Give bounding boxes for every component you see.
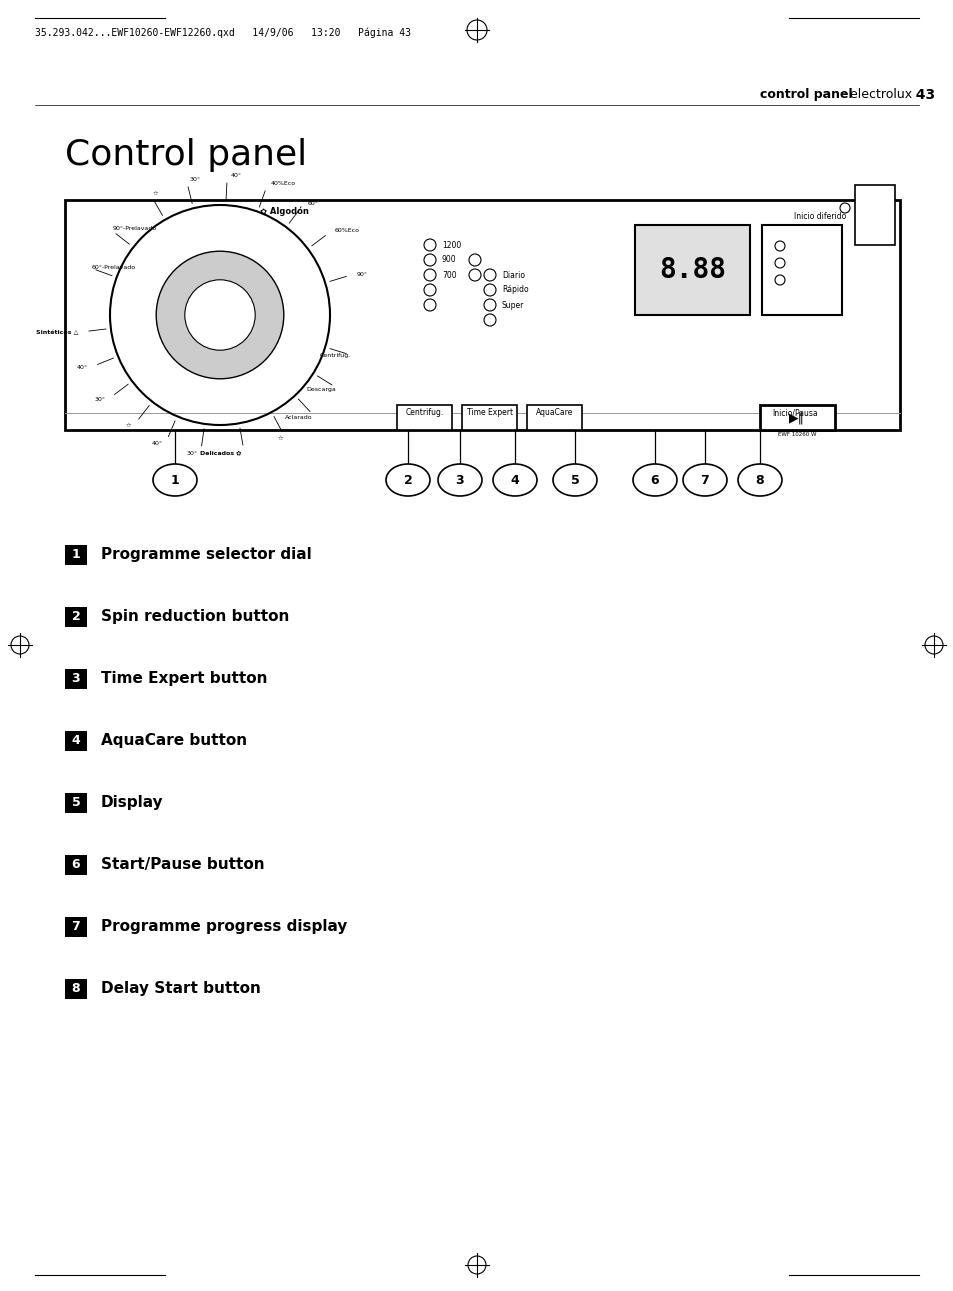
Text: Delicados ✿: Delicados ✿ <box>200 451 241 456</box>
Circle shape <box>185 280 255 350</box>
Text: Control panel: Control panel <box>65 138 307 172</box>
FancyBboxPatch shape <box>65 917 87 937</box>
Text: Super: Super <box>501 301 524 310</box>
Circle shape <box>156 252 283 378</box>
Text: 5: 5 <box>71 797 80 809</box>
Text: ▶‖: ▶‖ <box>788 412 804 425</box>
Text: 7: 7 <box>71 920 80 933</box>
Text: ☆: ☆ <box>125 423 131 427</box>
Text: 40%Eco: 40%Eco <box>271 181 295 186</box>
Text: 8: 8 <box>755 474 763 487</box>
Text: 1: 1 <box>71 549 80 562</box>
FancyBboxPatch shape <box>65 731 87 751</box>
FancyBboxPatch shape <box>65 545 87 565</box>
Text: ☆: ☆ <box>152 191 158 196</box>
FancyBboxPatch shape <box>526 405 581 430</box>
Text: AquaCare button: AquaCare button <box>101 733 247 749</box>
Text: control panel: control panel <box>760 88 852 101</box>
Text: 8.88: 8.88 <box>659 256 725 284</box>
Text: 4: 4 <box>71 735 80 747</box>
Ellipse shape <box>553 463 597 496</box>
Text: Diario: Diario <box>501 271 524 279</box>
Text: Centrifug.: Centrifug. <box>405 408 444 417</box>
Ellipse shape <box>386 463 430 496</box>
Text: AquaCare: AquaCare <box>536 408 573 417</box>
Text: 3: 3 <box>456 474 464 487</box>
Ellipse shape <box>493 463 537 496</box>
Text: Programme selector dial: Programme selector dial <box>101 547 312 563</box>
Text: 7: 7 <box>700 474 709 487</box>
Text: 6: 6 <box>71 859 80 871</box>
FancyBboxPatch shape <box>65 855 87 875</box>
Text: 60°: 60° <box>307 200 317 205</box>
FancyBboxPatch shape <box>635 225 749 315</box>
FancyBboxPatch shape <box>854 185 894 245</box>
Text: electrolux: electrolux <box>845 88 911 101</box>
Text: Spin reduction button: Spin reduction button <box>101 609 289 625</box>
Ellipse shape <box>738 463 781 496</box>
Text: Inicio/Pausa: Inicio/Pausa <box>771 408 817 417</box>
Text: 900: 900 <box>441 256 456 265</box>
Ellipse shape <box>437 463 481 496</box>
Text: Start/Pause button: Start/Pause button <box>101 857 264 873</box>
Text: Time Expert button: Time Expert button <box>101 671 267 687</box>
Text: Sintéticos △: Sintéticos △ <box>36 329 78 334</box>
Text: Centrifug.: Centrifug. <box>319 354 351 359</box>
Text: 35.293.042...EWF10260-EWF12260.qxd   14/9/06   13:20   Página 43: 35.293.042...EWF10260-EWF12260.qxd 14/9/… <box>35 28 411 39</box>
FancyBboxPatch shape <box>65 669 87 689</box>
Text: EWF 10260 W: EWF 10260 W <box>777 432 816 436</box>
Text: 40°: 40° <box>152 442 162 447</box>
Text: 90°: 90° <box>356 271 368 276</box>
Text: Delay Start button: Delay Start button <box>101 981 260 997</box>
FancyBboxPatch shape <box>65 200 899 430</box>
Text: Rápido: Rápido <box>501 285 528 294</box>
FancyBboxPatch shape <box>461 405 517 430</box>
Ellipse shape <box>633 463 677 496</box>
Text: 8: 8 <box>71 982 80 995</box>
Text: 40°: 40° <box>230 173 241 178</box>
Text: 700: 700 <box>441 271 456 279</box>
Text: 1200: 1200 <box>441 240 460 249</box>
FancyBboxPatch shape <box>761 225 841 315</box>
FancyBboxPatch shape <box>65 607 87 627</box>
Text: 30°: 30° <box>189 177 200 182</box>
FancyBboxPatch shape <box>396 405 452 430</box>
Text: 5: 5 <box>570 474 578 487</box>
FancyBboxPatch shape <box>65 793 87 813</box>
FancyBboxPatch shape <box>65 979 87 999</box>
Text: Display: Display <box>101 795 164 811</box>
Text: 2: 2 <box>71 611 80 624</box>
Text: Time Expert: Time Expert <box>466 408 513 417</box>
Text: 30°: 30° <box>94 396 105 402</box>
Text: 2: 2 <box>403 474 412 487</box>
Text: 4: 4 <box>510 474 518 487</box>
Text: Programme progress display: Programme progress display <box>101 919 347 935</box>
Text: 60%Eco: 60%Eco <box>335 229 359 234</box>
Text: 90°-Prelavado: 90°-Prelavado <box>112 226 156 231</box>
Text: 6: 6 <box>650 474 659 487</box>
Text: ☆: ☆ <box>276 436 282 442</box>
Text: 30°: 30° <box>187 451 197 456</box>
Ellipse shape <box>682 463 726 496</box>
Text: ✿ Algodón: ✿ Algodón <box>260 207 309 217</box>
Text: 60°-Prelavado: 60°-Prelavado <box>91 265 135 270</box>
FancyBboxPatch shape <box>760 405 834 430</box>
Text: 1: 1 <box>171 474 179 487</box>
Ellipse shape <box>152 463 196 496</box>
Text: Aclarado: Aclarado <box>285 414 313 420</box>
Text: 40°: 40° <box>76 365 87 371</box>
Text: 43: 43 <box>905 88 934 102</box>
Text: 3: 3 <box>71 673 80 686</box>
Text: Descarga: Descarga <box>306 387 335 391</box>
Text: Inicio diferido: Inicio diferido <box>793 212 845 221</box>
